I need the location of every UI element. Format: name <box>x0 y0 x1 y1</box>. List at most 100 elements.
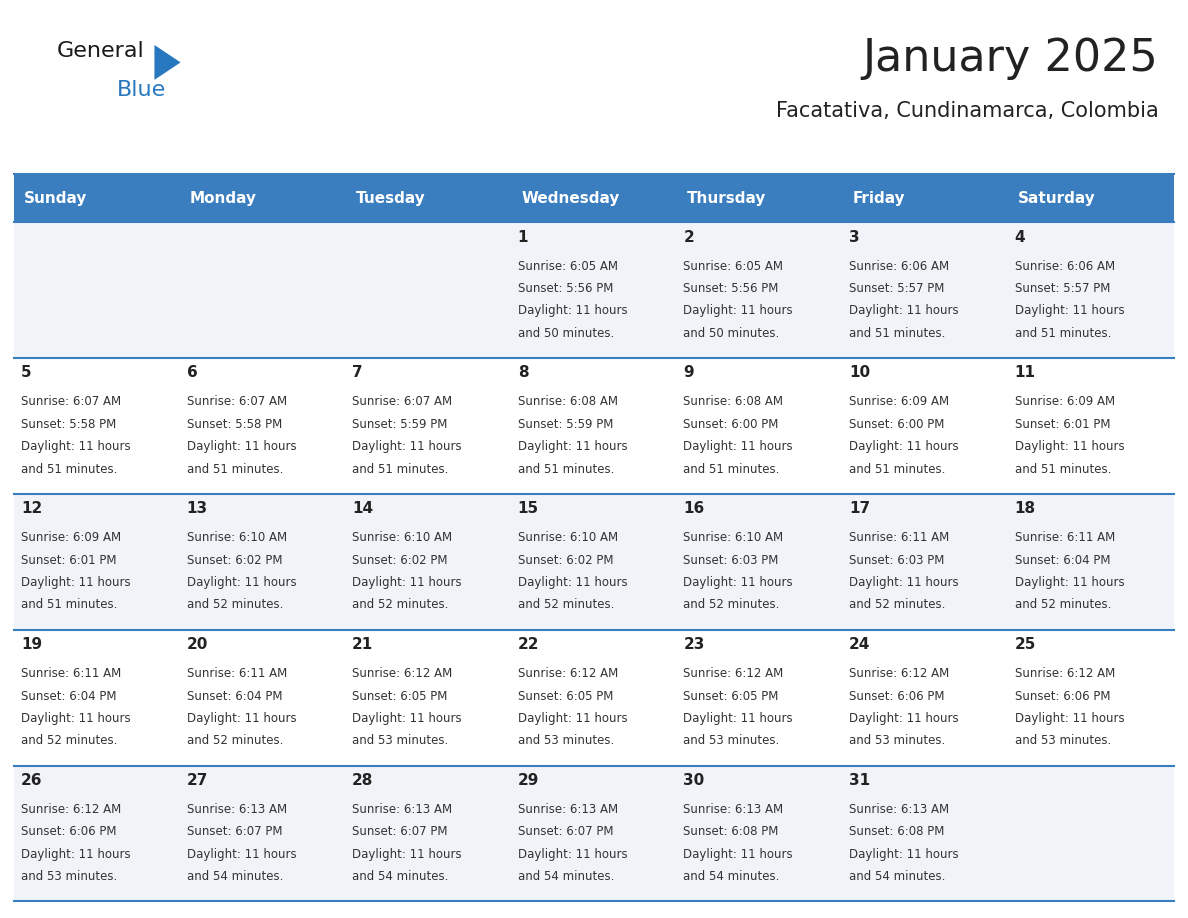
Text: and 51 minutes.: and 51 minutes. <box>849 463 946 476</box>
Text: Sunday: Sunday <box>24 191 88 206</box>
Text: Sunset: 6:01 PM: Sunset: 6:01 PM <box>1015 418 1111 431</box>
Text: and 53 minutes.: and 53 minutes. <box>352 734 448 747</box>
Text: Daylight: 11 hours: Daylight: 11 hours <box>187 441 296 453</box>
Text: and 51 minutes.: and 51 minutes. <box>849 327 946 340</box>
Text: 14: 14 <box>352 501 373 516</box>
Text: Sunset: 6:07 PM: Sunset: 6:07 PM <box>187 825 282 838</box>
Text: Sunset: 6:02 PM: Sunset: 6:02 PM <box>352 554 448 566</box>
Text: and 51 minutes.: and 51 minutes. <box>187 463 283 476</box>
Text: Saturday: Saturday <box>1018 191 1095 206</box>
Bar <box>14 358 1174 494</box>
Text: and 54 minutes.: and 54 minutes. <box>187 870 283 883</box>
Text: and 51 minutes.: and 51 minutes. <box>1015 463 1111 476</box>
Bar <box>14 494 1174 630</box>
Text: Daylight: 11 hours: Daylight: 11 hours <box>352 848 462 861</box>
Text: Sunrise: 6:07 AM: Sunrise: 6:07 AM <box>352 396 453 409</box>
Text: and 52 minutes.: and 52 minutes. <box>21 734 118 747</box>
Text: Daylight: 11 hours: Daylight: 11 hours <box>518 577 627 589</box>
Text: and 53 minutes.: and 53 minutes. <box>518 734 614 747</box>
Text: January 2025: January 2025 <box>862 37 1158 80</box>
Text: Sunrise: 6:11 AM: Sunrise: 6:11 AM <box>1015 532 1116 544</box>
Text: Daylight: 11 hours: Daylight: 11 hours <box>849 441 959 453</box>
Text: Daylight: 11 hours: Daylight: 11 hours <box>683 577 794 589</box>
Text: and 53 minutes.: and 53 minutes. <box>1015 734 1111 747</box>
Text: and 50 minutes.: and 50 minutes. <box>683 327 779 340</box>
Text: Daylight: 11 hours: Daylight: 11 hours <box>21 848 131 861</box>
Text: Sunrise: 6:12 AM: Sunrise: 6:12 AM <box>849 667 949 680</box>
Text: and 51 minutes.: and 51 minutes. <box>352 463 449 476</box>
Text: and 52 minutes.: and 52 minutes. <box>187 599 283 611</box>
Text: Facatativa, Cundinamarca, Colombia: Facatativa, Cundinamarca, Colombia <box>776 101 1158 121</box>
Text: Sunrise: 6:10 AM: Sunrise: 6:10 AM <box>518 532 618 544</box>
Bar <box>14 766 1174 901</box>
Text: Daylight: 11 hours: Daylight: 11 hours <box>518 305 627 318</box>
Text: Blue: Blue <box>116 80 165 100</box>
Text: Sunrise: 6:13 AM: Sunrise: 6:13 AM <box>518 803 618 816</box>
Text: and 52 minutes.: and 52 minutes. <box>683 599 779 611</box>
Text: Sunrise: 6:07 AM: Sunrise: 6:07 AM <box>21 396 121 409</box>
Text: Daylight: 11 hours: Daylight: 11 hours <box>683 848 794 861</box>
Text: 20: 20 <box>187 637 208 652</box>
Bar <box>14 222 1174 358</box>
Text: Sunset: 5:59 PM: Sunset: 5:59 PM <box>518 418 613 431</box>
Text: and 53 minutes.: and 53 minutes. <box>21 870 118 883</box>
Text: 18: 18 <box>1015 501 1036 516</box>
Text: Sunset: 6:04 PM: Sunset: 6:04 PM <box>21 689 116 702</box>
Text: Sunrise: 6:06 AM: Sunrise: 6:06 AM <box>1015 260 1114 273</box>
Text: Sunrise: 6:09 AM: Sunrise: 6:09 AM <box>849 396 949 409</box>
Text: Sunrise: 6:12 AM: Sunrise: 6:12 AM <box>352 667 453 680</box>
Text: Daylight: 11 hours: Daylight: 11 hours <box>21 441 131 453</box>
Text: Sunrise: 6:13 AM: Sunrise: 6:13 AM <box>683 803 784 816</box>
Text: Sunrise: 6:05 AM: Sunrise: 6:05 AM <box>683 260 783 273</box>
Text: and 51 minutes.: and 51 minutes. <box>21 599 118 611</box>
Text: 2: 2 <box>683 230 694 244</box>
Text: 8: 8 <box>518 365 529 380</box>
Text: and 52 minutes.: and 52 minutes. <box>187 734 283 747</box>
Text: Daylight: 11 hours: Daylight: 11 hours <box>352 577 462 589</box>
Text: Sunset: 6:05 PM: Sunset: 6:05 PM <box>352 689 448 702</box>
Text: Sunset: 6:06 PM: Sunset: 6:06 PM <box>1015 689 1111 702</box>
Text: Daylight: 11 hours: Daylight: 11 hours <box>518 441 627 453</box>
Text: Sunset: 5:58 PM: Sunset: 5:58 PM <box>187 418 282 431</box>
Text: Sunrise: 6:08 AM: Sunrise: 6:08 AM <box>518 396 618 409</box>
Text: Daylight: 11 hours: Daylight: 11 hours <box>187 577 296 589</box>
Text: 9: 9 <box>683 365 694 380</box>
Text: Sunrise: 6:10 AM: Sunrise: 6:10 AM <box>683 532 784 544</box>
Text: Daylight: 11 hours: Daylight: 11 hours <box>352 712 462 725</box>
Text: and 52 minutes.: and 52 minutes. <box>1015 599 1111 611</box>
Text: 24: 24 <box>849 637 871 652</box>
Text: Daylight: 11 hours: Daylight: 11 hours <box>1015 441 1124 453</box>
Text: 1: 1 <box>518 230 529 244</box>
Text: Daylight: 11 hours: Daylight: 11 hours <box>518 712 627 725</box>
Text: and 54 minutes.: and 54 minutes. <box>849 870 946 883</box>
Text: Sunset: 6:00 PM: Sunset: 6:00 PM <box>849 418 944 431</box>
Text: Sunrise: 6:12 AM: Sunrise: 6:12 AM <box>683 667 784 680</box>
Text: Sunset: 6:04 PM: Sunset: 6:04 PM <box>187 689 282 702</box>
Text: 21: 21 <box>352 637 373 652</box>
Text: Sunset: 6:02 PM: Sunset: 6:02 PM <box>518 554 613 566</box>
Text: Daylight: 11 hours: Daylight: 11 hours <box>187 712 296 725</box>
Text: Daylight: 11 hours: Daylight: 11 hours <box>849 305 959 318</box>
Text: 12: 12 <box>21 501 42 516</box>
Text: Sunset: 5:58 PM: Sunset: 5:58 PM <box>21 418 116 431</box>
Text: Daylight: 11 hours: Daylight: 11 hours <box>849 577 959 589</box>
Text: Sunrise: 6:08 AM: Sunrise: 6:08 AM <box>683 396 783 409</box>
Text: Sunrise: 6:10 AM: Sunrise: 6:10 AM <box>187 532 286 544</box>
Text: and 51 minutes.: and 51 minutes. <box>1015 327 1111 340</box>
Text: Daylight: 11 hours: Daylight: 11 hours <box>1015 712 1124 725</box>
Text: Sunset: 5:56 PM: Sunset: 5:56 PM <box>518 282 613 295</box>
Text: 5: 5 <box>21 365 32 380</box>
Text: Daylight: 11 hours: Daylight: 11 hours <box>187 848 296 861</box>
Text: and 54 minutes.: and 54 minutes. <box>352 870 449 883</box>
Text: Sunset: 5:57 PM: Sunset: 5:57 PM <box>1015 282 1110 295</box>
Text: 23: 23 <box>683 637 704 652</box>
Text: Sunrise: 6:12 AM: Sunrise: 6:12 AM <box>21 803 121 816</box>
Text: 17: 17 <box>849 501 871 516</box>
Text: Sunset: 6:08 PM: Sunset: 6:08 PM <box>849 825 944 838</box>
Text: Sunset: 6:04 PM: Sunset: 6:04 PM <box>1015 554 1111 566</box>
Text: and 52 minutes.: and 52 minutes. <box>518 599 614 611</box>
Text: and 52 minutes.: and 52 minutes. <box>849 599 946 611</box>
Text: Sunset: 6:06 PM: Sunset: 6:06 PM <box>849 689 944 702</box>
Text: 27: 27 <box>187 773 208 788</box>
Text: 19: 19 <box>21 637 42 652</box>
